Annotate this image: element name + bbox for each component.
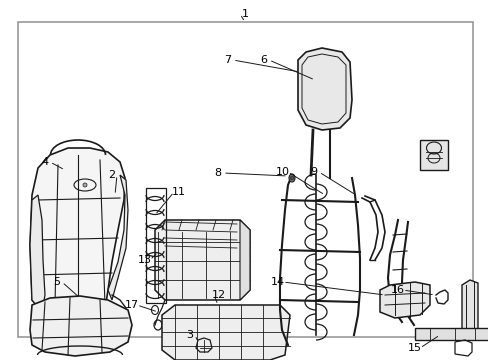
Polygon shape: [30, 195, 45, 312]
Text: 2: 2: [108, 170, 115, 180]
Polygon shape: [155, 220, 249, 300]
Bar: [419, 140, 447, 170]
Text: 10: 10: [275, 167, 289, 177]
Text: 12: 12: [211, 290, 225, 300]
Polygon shape: [297, 48, 351, 130]
Ellipse shape: [288, 174, 294, 182]
Text: 5: 5: [53, 277, 61, 287]
Text: 16: 16: [390, 285, 404, 295]
Polygon shape: [461, 280, 477, 336]
Text: 1: 1: [241, 9, 248, 19]
Text: 11: 11: [172, 187, 185, 197]
Text: 7: 7: [224, 55, 231, 65]
Text: 17: 17: [124, 300, 139, 310]
Text: 4: 4: [41, 157, 48, 167]
Text: 15: 15: [407, 343, 421, 353]
Polygon shape: [240, 220, 249, 300]
Text: 8: 8: [214, 168, 221, 178]
Bar: [414, 328, 488, 340]
Text: 13: 13: [138, 255, 152, 265]
Text: 6: 6: [260, 55, 267, 65]
Ellipse shape: [83, 183, 87, 187]
Ellipse shape: [290, 176, 293, 180]
Text: 9: 9: [310, 167, 317, 177]
Polygon shape: [162, 305, 289, 360]
Polygon shape: [30, 296, 132, 356]
Polygon shape: [30, 148, 125, 322]
Bar: [18, 22, 472, 337]
Polygon shape: [379, 282, 429, 318]
Text: 3: 3: [186, 330, 193, 340]
Bar: [146, 188, 165, 303]
Polygon shape: [108, 175, 128, 300]
Text: 14: 14: [270, 277, 285, 287]
